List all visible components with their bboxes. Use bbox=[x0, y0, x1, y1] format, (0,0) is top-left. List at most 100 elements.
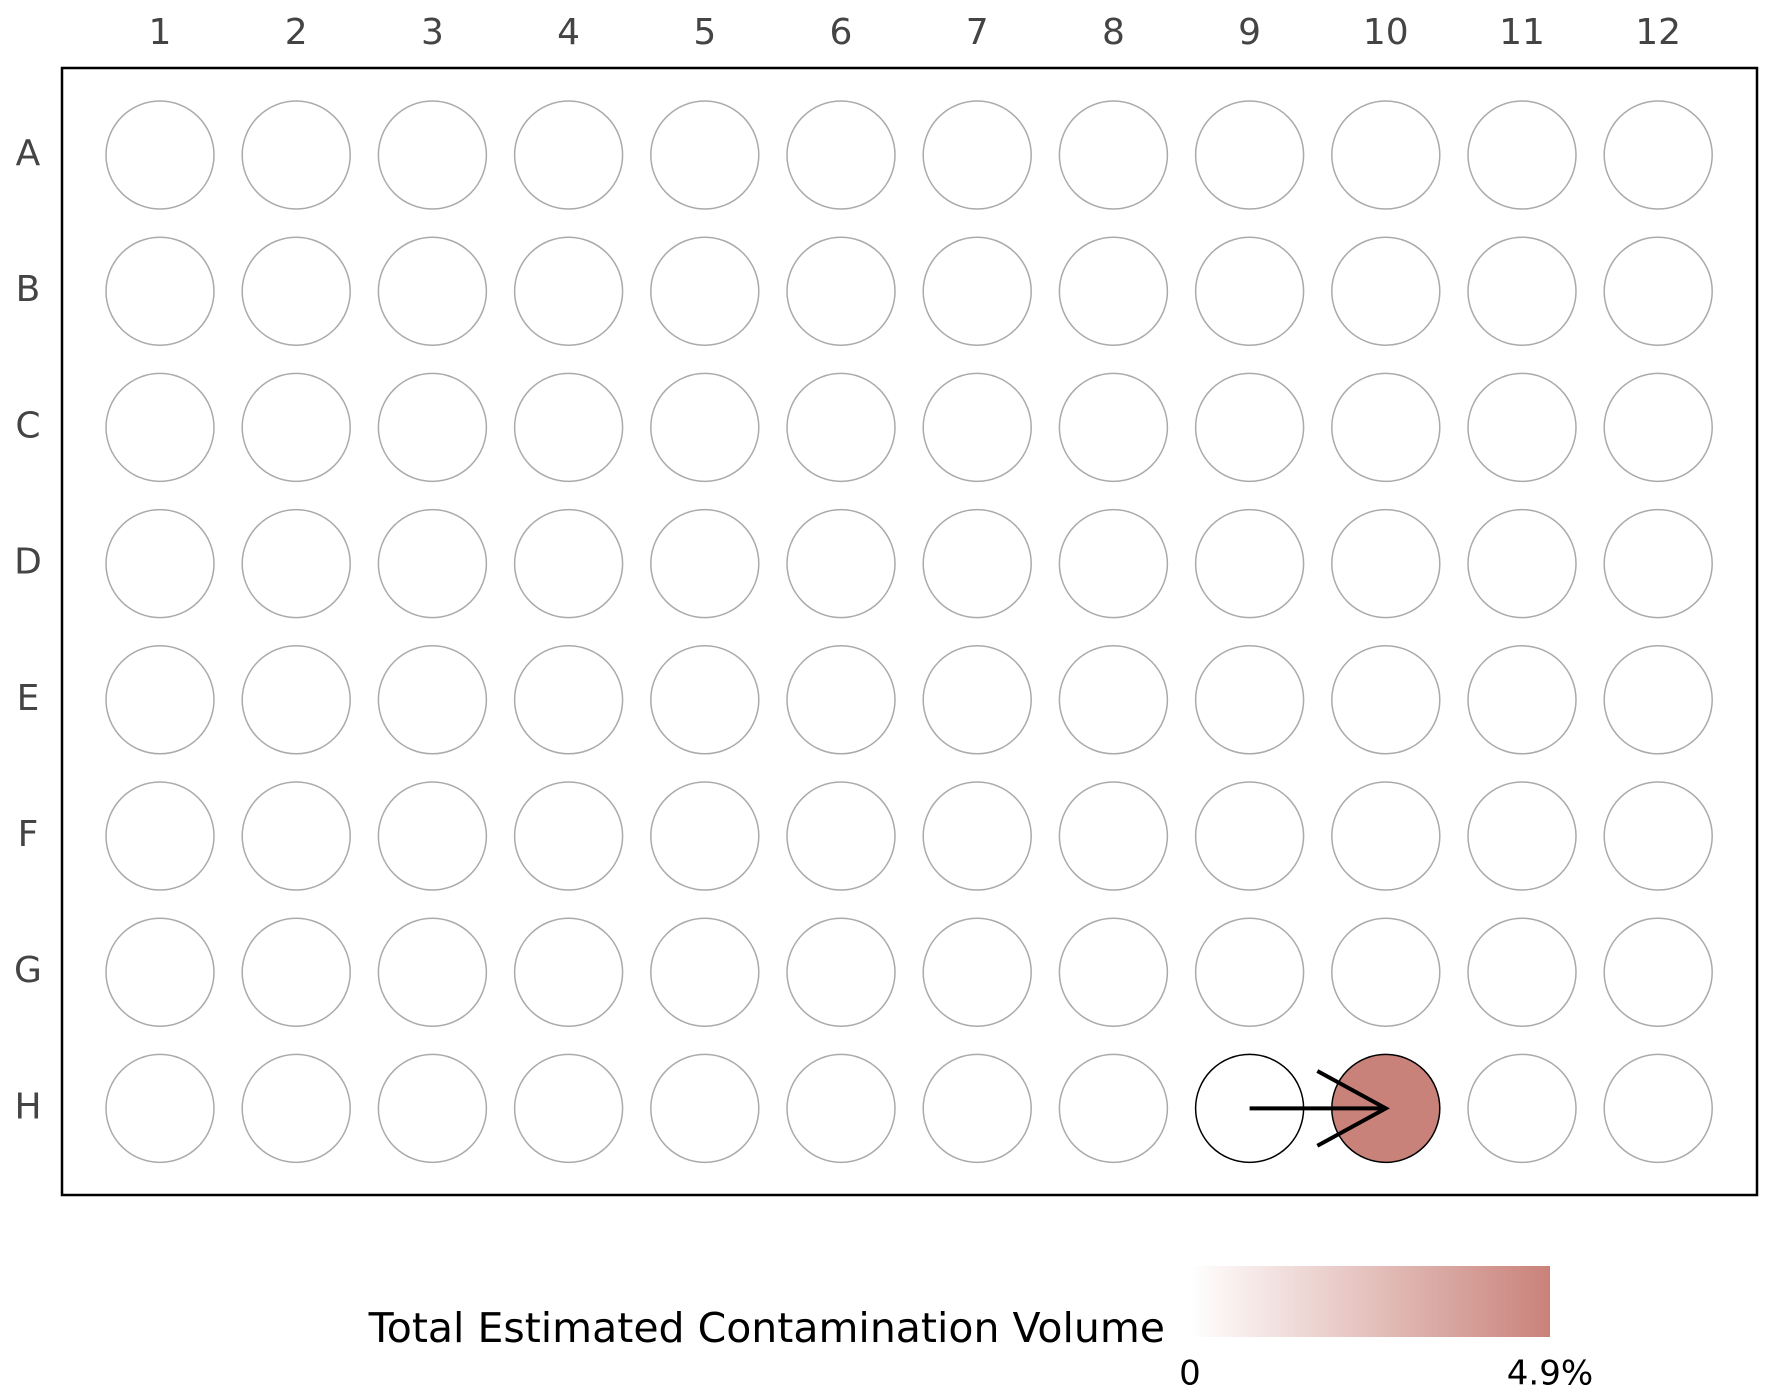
empty-well bbox=[1467, 100, 1577, 210]
empty-well bbox=[1603, 781, 1713, 891]
empty-well bbox=[1603, 508, 1713, 619]
empty-well bbox=[922, 508, 1032, 619]
empty-well bbox=[377, 236, 488, 346]
empty-well bbox=[650, 1053, 760, 1164]
empty-well bbox=[1194, 236, 1305, 346]
empty-well bbox=[513, 236, 624, 346]
empty-well bbox=[241, 645, 351, 755]
row-label: B bbox=[16, 269, 41, 310]
empty-well bbox=[1058, 645, 1169, 755]
empty-well bbox=[105, 508, 215, 619]
empty-well bbox=[513, 372, 624, 483]
empty-well bbox=[1331, 372, 1441, 483]
empty-well bbox=[650, 781, 760, 891]
empty-well bbox=[922, 781, 1032, 891]
row-label: A bbox=[16, 133, 41, 174]
colorbar-title: Total Estimated Contamination Volume bbox=[368, 1304, 1165, 1352]
empty-well bbox=[1331, 781, 1441, 891]
empty-well bbox=[105, 781, 215, 891]
empty-well bbox=[105, 1053, 215, 1164]
empty-well bbox=[650, 372, 760, 483]
column-label: 9 bbox=[1238, 12, 1261, 53]
empty-well bbox=[1194, 781, 1305, 891]
empty-well bbox=[786, 508, 896, 619]
empty-well bbox=[377, 372, 488, 483]
empty-well bbox=[1603, 236, 1713, 346]
row-label: G bbox=[14, 950, 42, 991]
empty-well bbox=[786, 917, 896, 1027]
empty-well bbox=[513, 508, 624, 619]
empty-well bbox=[513, 645, 624, 755]
empty-well bbox=[1603, 645, 1713, 755]
empty-well bbox=[1467, 1053, 1577, 1164]
plate-border bbox=[60, 66, 1759, 1197]
empty-well bbox=[1331, 100, 1441, 210]
empty-well bbox=[1331, 917, 1441, 1027]
empty-well bbox=[241, 100, 351, 210]
empty-well bbox=[1058, 781, 1169, 891]
column-label: 7 bbox=[966, 12, 989, 53]
row-label: F bbox=[18, 814, 39, 855]
empty-well bbox=[241, 236, 351, 346]
empty-well bbox=[1603, 100, 1713, 210]
empty-well bbox=[377, 645, 488, 755]
empty-well bbox=[922, 917, 1032, 1027]
empty-well bbox=[105, 100, 215, 210]
empty-well bbox=[241, 508, 351, 619]
empty-well bbox=[1467, 781, 1577, 891]
empty-well bbox=[650, 100, 760, 210]
empty-well bbox=[241, 372, 351, 483]
empty-well bbox=[1194, 917, 1305, 1027]
row-label: C bbox=[15, 405, 40, 446]
empty-well bbox=[105, 236, 215, 346]
column-label: 11 bbox=[1499, 12, 1545, 53]
empty-well bbox=[377, 100, 488, 210]
empty-well bbox=[1058, 1053, 1169, 1164]
empty-well bbox=[241, 1053, 351, 1164]
empty-well bbox=[1467, 508, 1577, 619]
colorbar bbox=[1190, 1266, 1550, 1337]
empty-well bbox=[1194, 100, 1305, 210]
empty-well bbox=[786, 781, 896, 891]
empty-well bbox=[650, 236, 760, 346]
empty-well bbox=[1194, 372, 1305, 483]
empty-well bbox=[1058, 372, 1169, 483]
empty-well bbox=[377, 917, 488, 1027]
colorbar-tick-label: 0 bbox=[1179, 1354, 1201, 1394]
empty-well bbox=[377, 508, 488, 619]
column-label: 6 bbox=[830, 12, 853, 53]
empty-well bbox=[1331, 508, 1441, 619]
empty-well bbox=[922, 1053, 1032, 1164]
empty-well bbox=[786, 372, 896, 483]
empty-well bbox=[1603, 917, 1713, 1027]
empty-well bbox=[922, 645, 1032, 755]
empty-well bbox=[241, 781, 351, 891]
empty-well bbox=[1058, 100, 1169, 210]
empty-well bbox=[1467, 645, 1577, 755]
empty-well bbox=[786, 1053, 896, 1164]
empty-well bbox=[1058, 917, 1169, 1027]
empty-well bbox=[513, 917, 624, 1027]
empty-well bbox=[1603, 1053, 1713, 1164]
column-label: 1 bbox=[149, 12, 172, 53]
column-label: 5 bbox=[693, 12, 716, 53]
empty-well bbox=[1058, 508, 1169, 619]
column-label: 10 bbox=[1363, 12, 1409, 53]
transfer-arrow bbox=[1249, 1069, 1390, 1148]
empty-well bbox=[786, 236, 896, 346]
empty-well bbox=[377, 1053, 488, 1164]
empty-well bbox=[1603, 372, 1713, 483]
empty-well bbox=[922, 372, 1032, 483]
empty-well bbox=[105, 372, 215, 483]
empty-well bbox=[1194, 645, 1305, 755]
empty-well bbox=[513, 100, 624, 210]
column-label: 12 bbox=[1635, 12, 1681, 53]
empty-well bbox=[1467, 372, 1577, 483]
empty-well bbox=[650, 645, 760, 755]
empty-well bbox=[1331, 236, 1441, 346]
empty-well bbox=[650, 508, 760, 619]
empty-well bbox=[241, 917, 351, 1027]
column-label: 2 bbox=[285, 12, 308, 53]
row-label: H bbox=[14, 1086, 41, 1127]
